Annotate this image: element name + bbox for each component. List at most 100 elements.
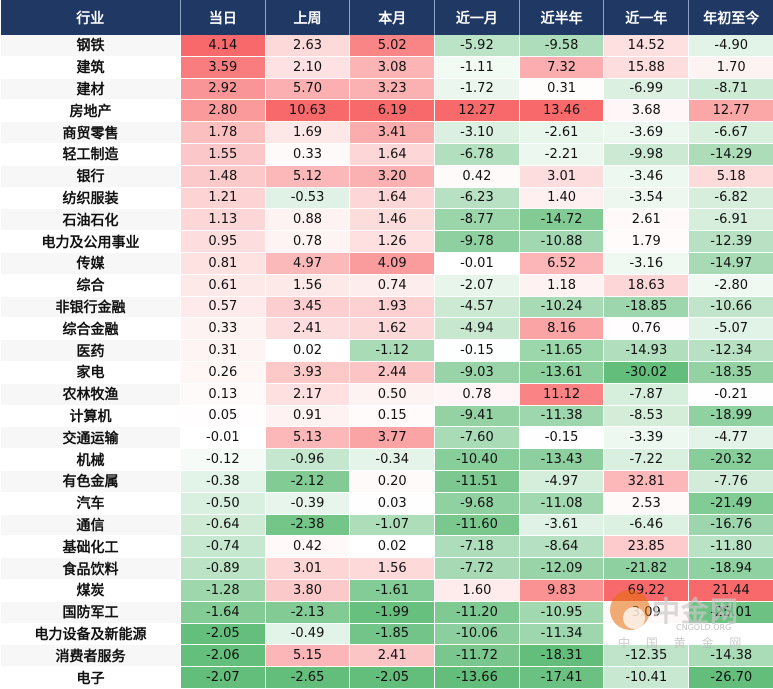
cell-past-half-year: -11.65 [519,340,604,362]
cell-ytd: -14.29 [689,143,773,165]
cell-past-half-year: -18.31 [519,645,604,667]
cell-past-month: -11.51 [435,470,520,492]
cell-today: -1.28 [181,579,266,601]
cell-past-year: -30.02 [604,361,689,383]
cell-past-month: -7.18 [435,536,520,558]
cell-today: 1.78 [181,122,266,144]
cell-past-year: -3.46 [604,165,689,187]
cell-past-year: -9.98 [604,143,689,165]
industry-label: 电力设备及新能源 [1,623,181,645]
cell-last-week: 0.88 [265,209,350,231]
table-row: 通信-0.64-2.38-1.07-11.60-3.61-6.46-16.76 [1,514,773,536]
cell-past-half-year: 8.16 [519,318,604,340]
cell-ytd: -2.80 [689,274,773,296]
cell-today: -0.50 [181,492,266,514]
cell-past-month: 1.60 [435,579,520,601]
cell-today: 0.57 [181,296,266,318]
cell-last-week: -2.65 [265,667,350,689]
industry-label: 银行 [1,165,181,187]
cell-last-week: 2.17 [265,383,350,405]
cell-ytd: -4.90 [689,35,773,56]
cell-this-month: 1.93 [350,296,435,318]
industry-label: 综合 [1,274,181,296]
cell-ytd: -6.82 [689,187,773,209]
cell-past-month: 12.27 [435,100,520,122]
cell-ytd: -20.32 [689,449,773,471]
cell-past-half-year: -3.61 [519,514,604,536]
cell-last-week: 3.80 [265,579,350,601]
cell-today: 1.48 [181,165,266,187]
industry-label: 汽车 [1,492,181,514]
industry-label: 钢铁 [1,35,181,56]
cell-ytd: 21.44 [689,579,773,601]
cell-last-week: 5.15 [265,645,350,667]
cell-ytd: -21.49 [689,492,773,514]
industry-label: 医药 [1,340,181,362]
industry-label: 机械 [1,449,181,471]
cell-past-half-year: -11.34 [519,623,604,645]
cell-ytd: -18.94 [689,558,773,580]
cell-last-week: 5.12 [265,165,350,187]
cell-past-month: -4.57 [435,296,520,318]
cell-today: 0.61 [181,274,266,296]
industry-label: 基础化工 [1,536,181,558]
table-row: 电子-2.07-2.65-2.05-13.66-17.41-10.41-26.7… [1,667,773,689]
cell-today: -0.64 [181,514,266,536]
cell-ytd: -25.01 [689,601,773,623]
cell-past-half-year: -9.58 [519,35,604,56]
cell-ytd: -18.35 [689,361,773,383]
cell-past-month: -1.11 [435,56,520,78]
cell-last-week: 1.69 [265,122,350,144]
cell-past-month: 0.78 [435,383,520,405]
cell-ytd: -0.21 [689,383,773,405]
cell-this-month: 1.56 [350,558,435,580]
industry-label: 纺织服装 [1,187,181,209]
industry-label: 建筑 [1,56,181,78]
cell-past-year: 32.81 [604,470,689,492]
cell-ytd: -11.80 [689,536,773,558]
cell-this-month: -1.99 [350,601,435,623]
cell-past-month: -9.68 [435,492,520,514]
cell-past-half-year: 1.18 [519,274,604,296]
cell-today: -2.05 [181,623,266,645]
industry-label: 食品饮料 [1,558,181,580]
cell-past-month: -6.23 [435,187,520,209]
header-row: 行业 当日 上周 本月 近一月 近半年 近一年 年初至今 [1,0,773,35]
cell-ytd: -18.99 [689,405,773,427]
cell-last-week: -0.96 [265,449,350,471]
cell-last-week: 10.63 [265,100,350,122]
cell-this-month: 4.09 [350,252,435,274]
industry-label: 有色金属 [1,470,181,492]
industry-label: 国防军工 [1,601,181,623]
cell-this-month: 3.08 [350,56,435,78]
cell-ytd: -12.39 [689,231,773,253]
cell-past-month: 0.42 [435,165,520,187]
cell-last-week: -0.49 [265,623,350,645]
cell-past-month: -9.03 [435,361,520,383]
cell-this-month: -2.05 [350,667,435,689]
cell-past-half-year: 3.01 [519,165,604,187]
cell-past-year: 14.52 [604,35,689,56]
cell-past-half-year: 11.12 [519,383,604,405]
industry-label: 商贸零售 [1,122,181,144]
cell-today: 3.59 [181,56,266,78]
cell-past-half-year: -13.61 [519,361,604,383]
column-header-this-month: 本月 [350,0,435,35]
cell-past-half-year: 6.52 [519,252,604,274]
cell-today: -0.01 [181,427,266,449]
cell-today: -0.12 [181,449,266,471]
cell-past-month: -4.94 [435,318,520,340]
industry-label: 石油石化 [1,209,181,231]
cell-past-month: -6.78 [435,143,520,165]
cell-past-half-year: -10.24 [519,296,604,318]
industry-label: 通信 [1,514,181,536]
cell-last-week: -0.39 [265,492,350,514]
cell-this-month: 1.26 [350,231,435,253]
industry-label: 电力及公用事业 [1,231,181,253]
